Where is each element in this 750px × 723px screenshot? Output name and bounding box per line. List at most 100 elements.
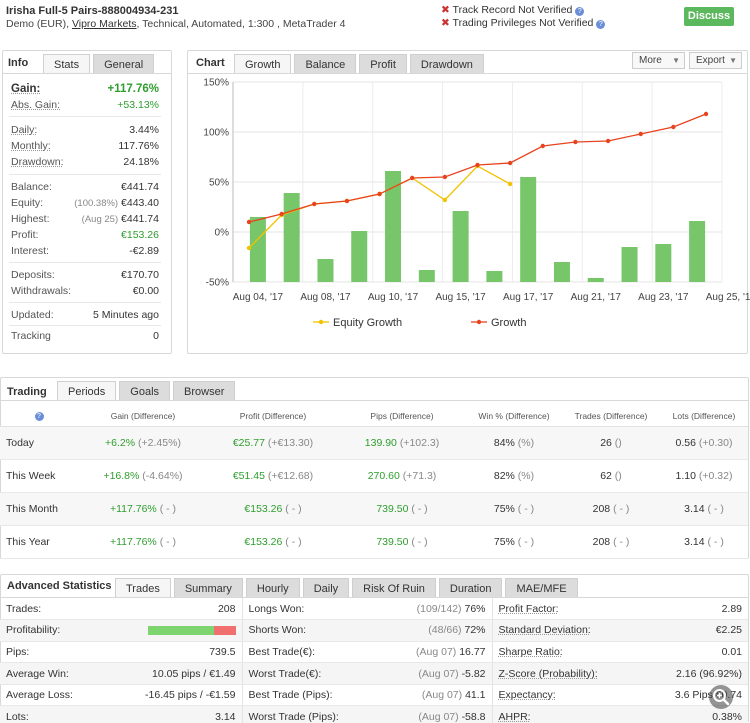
stat-label: Pips: — [0, 641, 120, 663]
stat-value: 2.16 (96.92%) — [632, 663, 748, 685]
pips-value: 739.50 — [376, 503, 408, 515]
tab-stats[interactable]: Stats — [43, 54, 90, 74]
lots-value: 3.14 — [684, 536, 704, 548]
period-label: This Week — [0, 459, 78, 492]
pips-diff: ( - ) — [411, 536, 427, 548]
stat-label: Standard Deviation: — [499, 624, 591, 636]
win-value: 84% — [494, 437, 515, 449]
col-trades[interactable]: Trades (Difference) — [562, 406, 660, 426]
abs-gain-label: Abs. Gain: — [11, 99, 60, 111]
trades-value: 26 — [600, 437, 612, 449]
tab-balance[interactable]: Balance — [294, 54, 356, 74]
table-row[interactable]: Today +6.2% (+2.45%) €25.77 (+€13.30) 13… — [0, 426, 748, 459]
tab-mae-mfe[interactable]: MAE/MFE — [505, 578, 577, 598]
tab-general[interactable]: General — [93, 54, 154, 74]
tab-hourly[interactable]: Hourly — [246, 578, 300, 598]
stat-note: (Aug 07) — [418, 668, 458, 680]
pips-diff: ( - ) — [411, 503, 427, 515]
col-gain[interactable]: Gain (Difference) — [78, 406, 208, 426]
table-row[interactable]: This Year +117.76% ( - ) €153.26 ( - ) 7… — [0, 525, 748, 558]
lots-diff: (+0.32) — [699, 470, 733, 482]
pips-value: 139.90 — [365, 437, 397, 449]
gain-diff: ( - ) — [160, 503, 176, 515]
profit-diff: ( - ) — [285, 503, 301, 515]
profit-value: €153.26 — [244, 503, 282, 515]
profitability-bar — [148, 626, 236, 635]
col-win[interactable]: Win % (Difference) — [466, 406, 562, 426]
stat-label: Lots: — [0, 706, 120, 723]
help-icon[interactable]: ? — [575, 7, 584, 16]
profit-value: €25.77 — [233, 437, 265, 449]
tab-daily[interactable]: Daily — [303, 578, 349, 598]
period-label: Today — [0, 426, 78, 459]
stat-label: Z-Score (Probability): — [499, 668, 598, 680]
table-row: Pips: 739.5 Best Trade(€): (Aug 07) 16.7… — [0, 641, 748, 663]
stat-label: Expectancy: — [499, 689, 556, 701]
table-row: Trades: 208 Longs Won: (109/142) 76% Pro… — [0, 598, 748, 620]
highest-note: (Aug 25) — [82, 214, 118, 225]
tracking-label: Tracking — [11, 330, 51, 342]
gain-diff: ( - ) — [160, 536, 176, 548]
lots-value: 3.14 — [684, 503, 704, 515]
tab-duration[interactable]: Duration — [439, 578, 503, 598]
highest-value: €441.74 — [121, 213, 159, 225]
tab-risk-of-ruin[interactable]: Risk Of Ruin — [352, 578, 436, 598]
tab-periods[interactable]: Periods — [57, 381, 116, 401]
trades-value: 208 — [593, 536, 611, 548]
trading-privileges-label: Trading Privileges Not Verified — [453, 17, 594, 29]
col-profit[interactable]: Profit (Difference) — [208, 406, 338, 426]
trades-diff: ( - ) — [613, 503, 629, 515]
updated-label: Updated: — [11, 309, 54, 321]
discuss-button[interactable]: Discuss — [684, 7, 734, 26]
highest-label: Highest: — [11, 213, 50, 225]
more-dropdown[interactable]: More ▼ — [632, 52, 685, 69]
help-icon[interactable]: ? — [35, 412, 44, 421]
tab-drawdown[interactable]: Drawdown — [410, 54, 484, 74]
gain-diff: (+2.45%) — [138, 437, 181, 449]
stat-label: Trades: — [0, 598, 120, 620]
gain-label: Gain: — [11, 83, 40, 95]
table-row[interactable]: This Month +117.76% ( - ) €153.26 ( - ) … — [0, 492, 748, 525]
profit-label: Profit: — [11, 229, 38, 241]
pips-value: 270.60 — [368, 470, 400, 482]
chart-panel: Chart Growth Balance Profit Drawdown — [187, 50, 748, 354]
chevron-down-icon: ▼ — [672, 53, 680, 68]
pips-value: 739.50 — [376, 536, 408, 548]
deposits-label: Deposits: — [11, 269, 55, 281]
tab-profit[interactable]: Profit — [359, 54, 407, 74]
trades-diff: ( - ) — [613, 536, 629, 548]
tab-trades[interactable]: Trades — [115, 578, 171, 598]
export-dropdown[interactable]: Export ▼ — [689, 52, 742, 69]
cross-icon: ✖ — [441, 4, 450, 16]
equity-note: (100.38%) — [74, 198, 118, 209]
win-diff: (%) — [518, 470, 534, 482]
tab-summary[interactable]: Summary — [174, 578, 243, 598]
tab-goals[interactable]: Goals — [119, 381, 170, 401]
tab-browser[interactable]: Browser — [173, 381, 235, 401]
profit-value: €153.26 — [121, 229, 159, 241]
stat-value: 3.14 — [120, 706, 242, 723]
stat-note: (109/142) — [417, 603, 462, 615]
track-record-status: ✖ Track Record Not Verified ? — [441, 4, 584, 16]
tab-growth[interactable]: Growth — [234, 54, 291, 74]
broker-link[interactable]: Vipro Markets — [72, 18, 137, 30]
monthly-value: 117.76% — [118, 140, 159, 152]
stat-value: -5.82 — [462, 668, 486, 680]
zoom-in-icon[interactable] — [709, 685, 733, 709]
profit-diff: (+€12.68) — [268, 470, 313, 482]
help-icon[interactable]: ? — [596, 20, 605, 29]
stat-label: Shorts Won: — [242, 620, 382, 642]
win-value: 75% — [494, 503, 515, 515]
table-row[interactable]: This Week +16.8% (-4.64%) €51.45 (+€12.6… — [0, 459, 748, 492]
stat-value: 76% — [464, 603, 485, 615]
col-pips[interactable]: Pips (Difference) — [338, 406, 466, 426]
account-specs: , Technical, Automated, 1:300 , MetaTrad… — [137, 18, 346, 30]
chart-panel-title: Chart — [196, 57, 225, 69]
stat-note: (Aug 07) — [422, 689, 462, 701]
col-lots[interactable]: Lots (Difference) — [660, 406, 748, 426]
win-value: 75% — [494, 536, 515, 548]
win-diff: ( - ) — [518, 503, 534, 515]
stat-label: AHPR: — [499, 711, 531, 723]
lots-value: 1.10 — [676, 470, 696, 482]
lots-value: 0.56 — [676, 437, 696, 449]
